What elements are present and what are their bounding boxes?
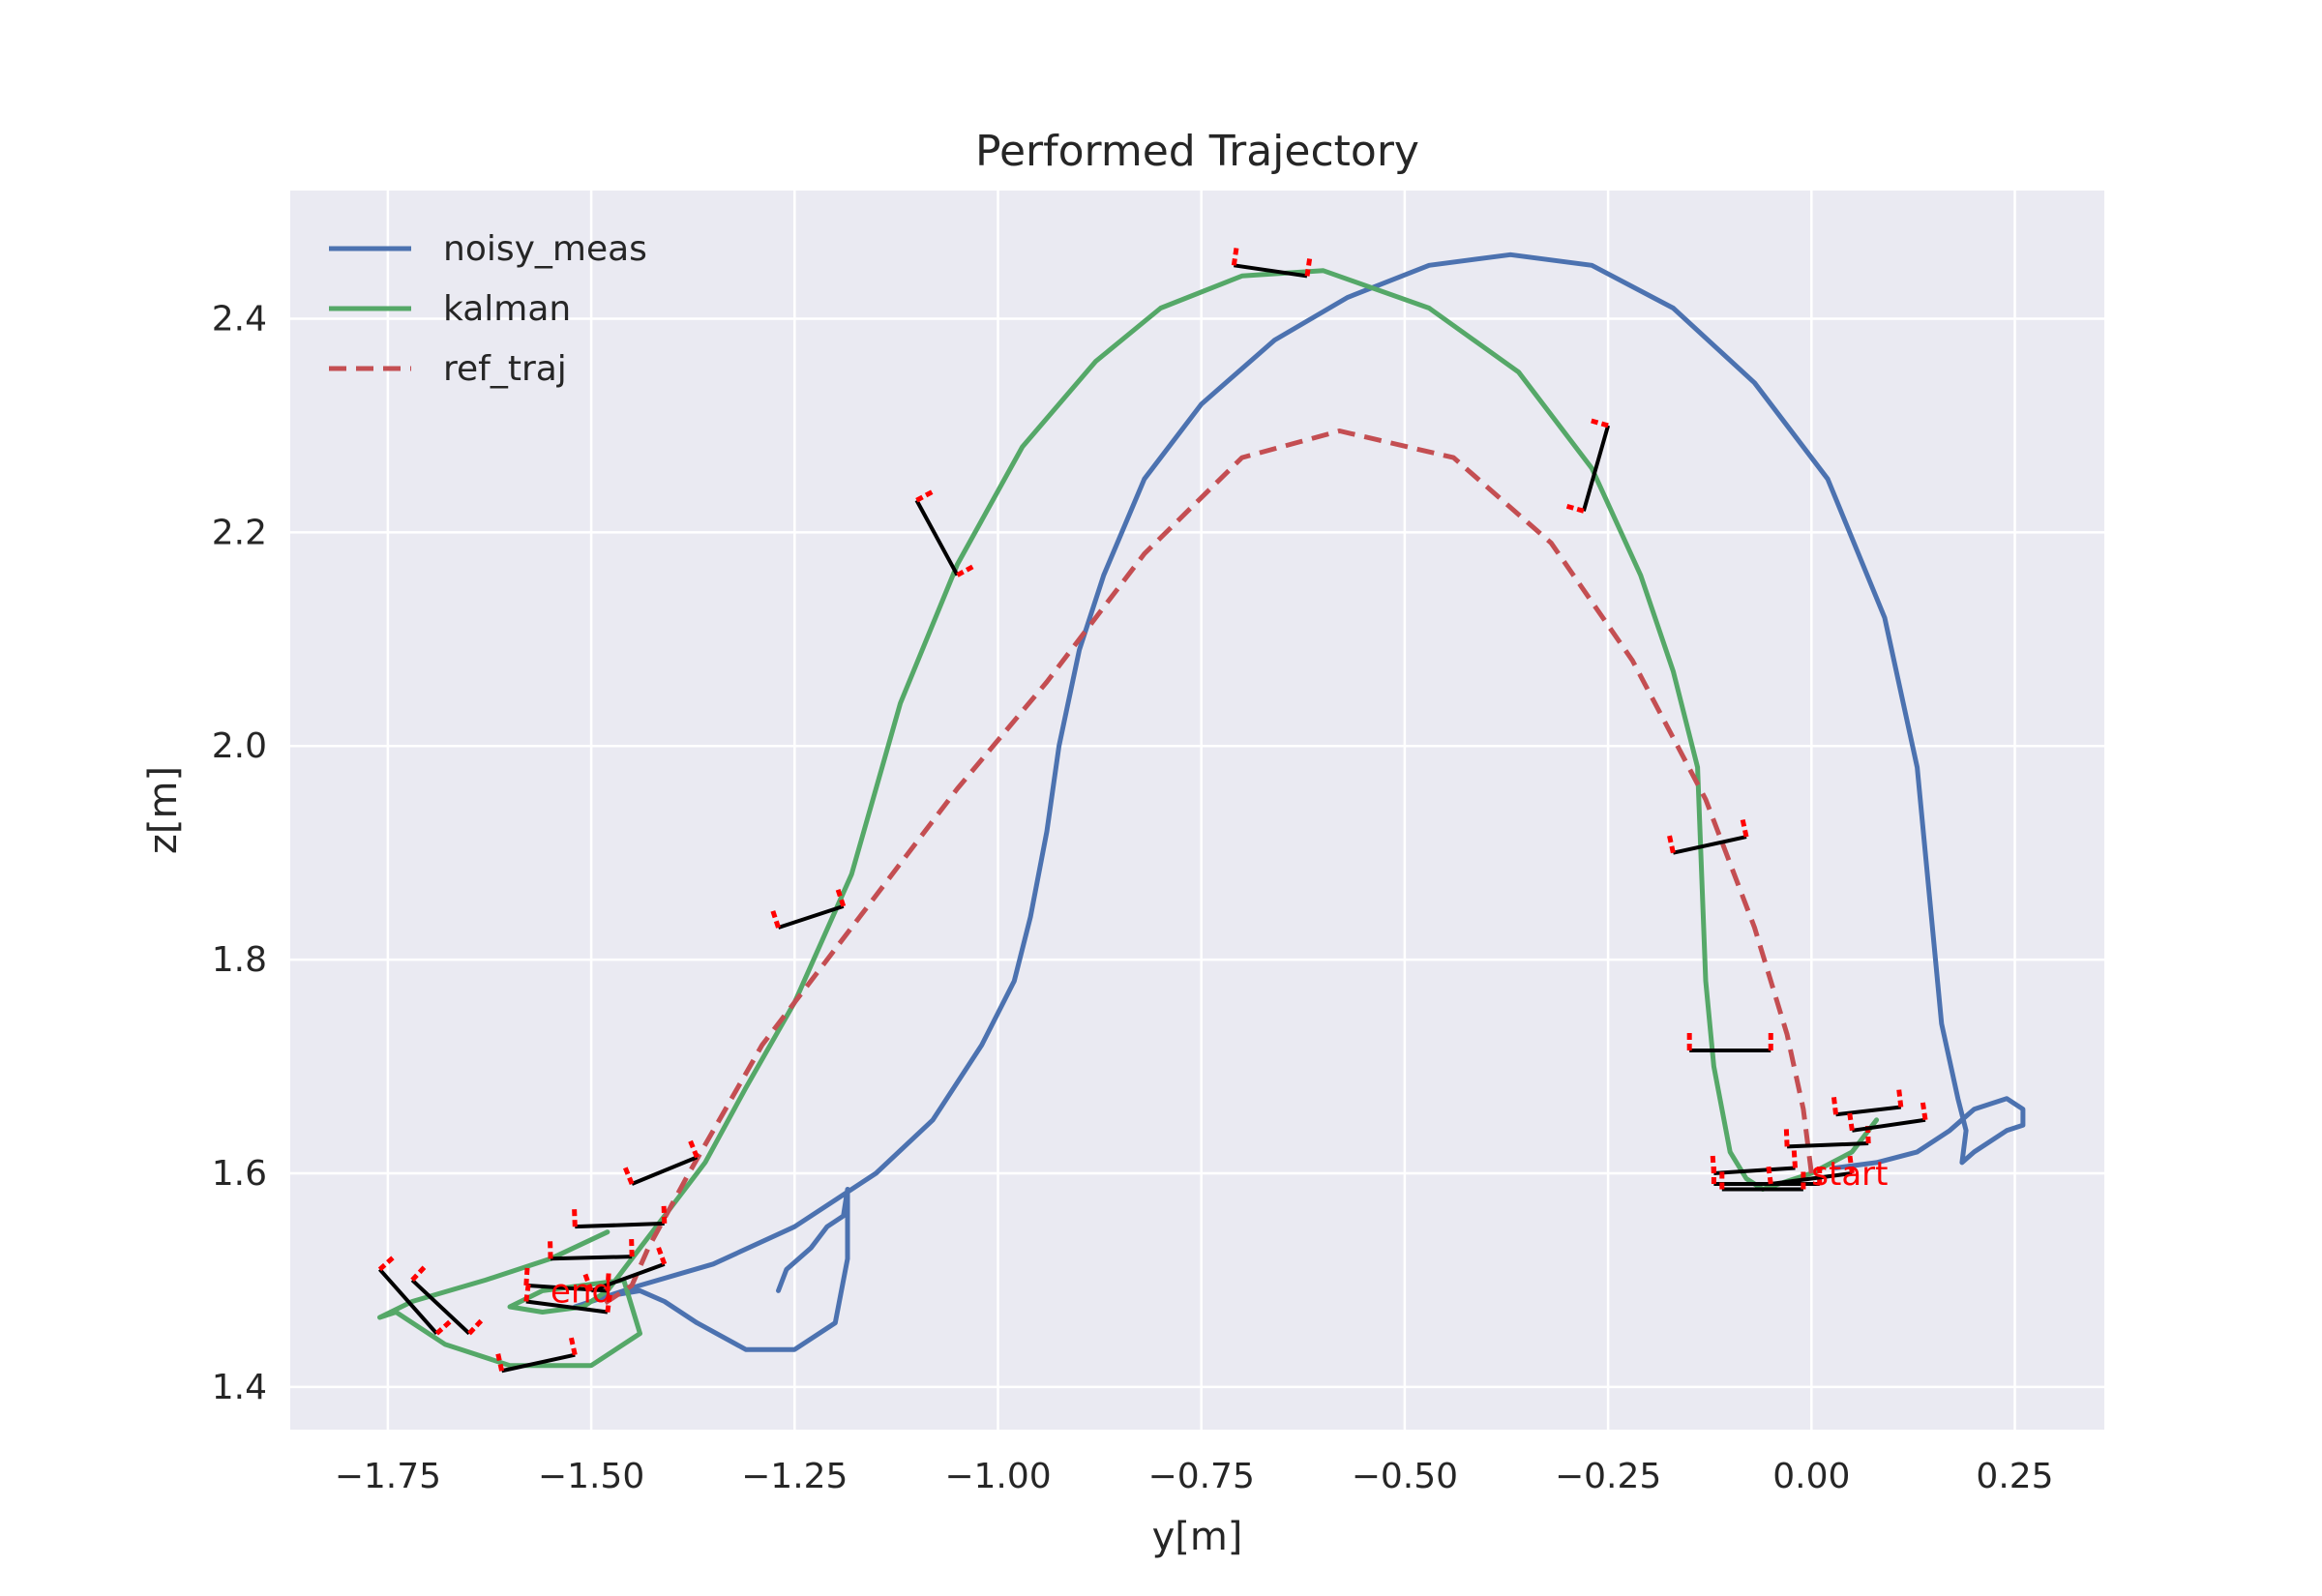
x-tick-label: −1.50	[538, 1457, 644, 1496]
orientation-marker	[1766, 1155, 1855, 1186]
grid-lines	[290, 191, 2104, 1430]
y-tick-label: 1.4	[212, 1368, 267, 1407]
x-tick-label: −0.75	[1148, 1457, 1255, 1496]
orientation-marker	[495, 1337, 578, 1374]
legend-item-ref-traj: ref_traj	[329, 349, 567, 389]
x-tick-label: −1.75	[335, 1457, 441, 1496]
orientation-marker	[622, 1139, 700, 1186]
annotation-start: start	[1811, 1155, 1888, 1194]
orientation-marker	[523, 1284, 612, 1315]
series-layer	[377, 251, 2026, 1369]
x-tick-label: −0.25	[1555, 1457, 1661, 1496]
y-tick-label: 2.0	[212, 726, 267, 766]
annotations: start end	[551, 1155, 1888, 1311]
y-tick-label: 2.2	[212, 513, 267, 552]
orientation-marker	[1719, 1171, 1806, 1192]
orientation-marker	[1831, 1089, 1904, 1117]
orientation-marker	[1667, 818, 1749, 855]
orientation-marker	[1847, 1102, 1928, 1133]
y-tick-label: 1.8	[212, 940, 267, 980]
orientation-marker	[1565, 418, 1611, 514]
y-axis-ticks: 1.4 1.6 1.8 2.0 2.2 2.4	[212, 300, 267, 1407]
orientation-marker	[770, 889, 847, 930]
legend-item-noisy-meas: noisy_meas	[329, 229, 647, 269]
legend-label: noisy_meas	[443, 229, 647, 269]
y-axis-label: z[m]	[141, 766, 186, 854]
orientation-marker	[1231, 248, 1313, 279]
orientation-markers	[377, 248, 1928, 1374]
y-tick-label: 1.6	[212, 1154, 267, 1194]
x-tick-label: 0.00	[1772, 1457, 1850, 1496]
series-line-noisy-meas	[572, 251, 2026, 1352]
plot-area	[290, 191, 2104, 1430]
x-axis-ticks: −1.75 −1.50 −1.25 −1.00 −0.75 −0.50 −0.25 0.00 0…	[335, 1457, 2054, 1496]
series-line-kalman	[377, 268, 1880, 1369]
legend-item-kalman: kalman	[329, 289, 571, 329]
x-tick-label: −1.25	[741, 1457, 848, 1496]
orientation-marker	[548, 1239, 635, 1261]
orientation-marker	[914, 489, 974, 577]
series-line-ref-traj	[598, 429, 1814, 1310]
orientation-marker	[1686, 1032, 1773, 1052]
legend-label: kalman	[443, 289, 571, 329]
x-tick-label: 0.25	[1976, 1457, 2053, 1496]
x-axis-label: y[m]	[1152, 1515, 1243, 1559]
orientation-marker	[377, 1256, 452, 1336]
orientation-marker	[582, 1247, 668, 1293]
y-tick-label: 2.4	[212, 300, 267, 340]
legend-label: ref_traj	[443, 349, 567, 389]
x-tick-label: −0.50	[1352, 1457, 1458, 1496]
orientation-marker	[410, 1265, 484, 1336]
x-tick-label: −1.00	[944, 1457, 1051, 1496]
annotation-end: end	[551, 1272, 612, 1311]
orientation-marker	[572, 1205, 668, 1229]
chart-title: Performed Trajectory	[975, 127, 1419, 176]
